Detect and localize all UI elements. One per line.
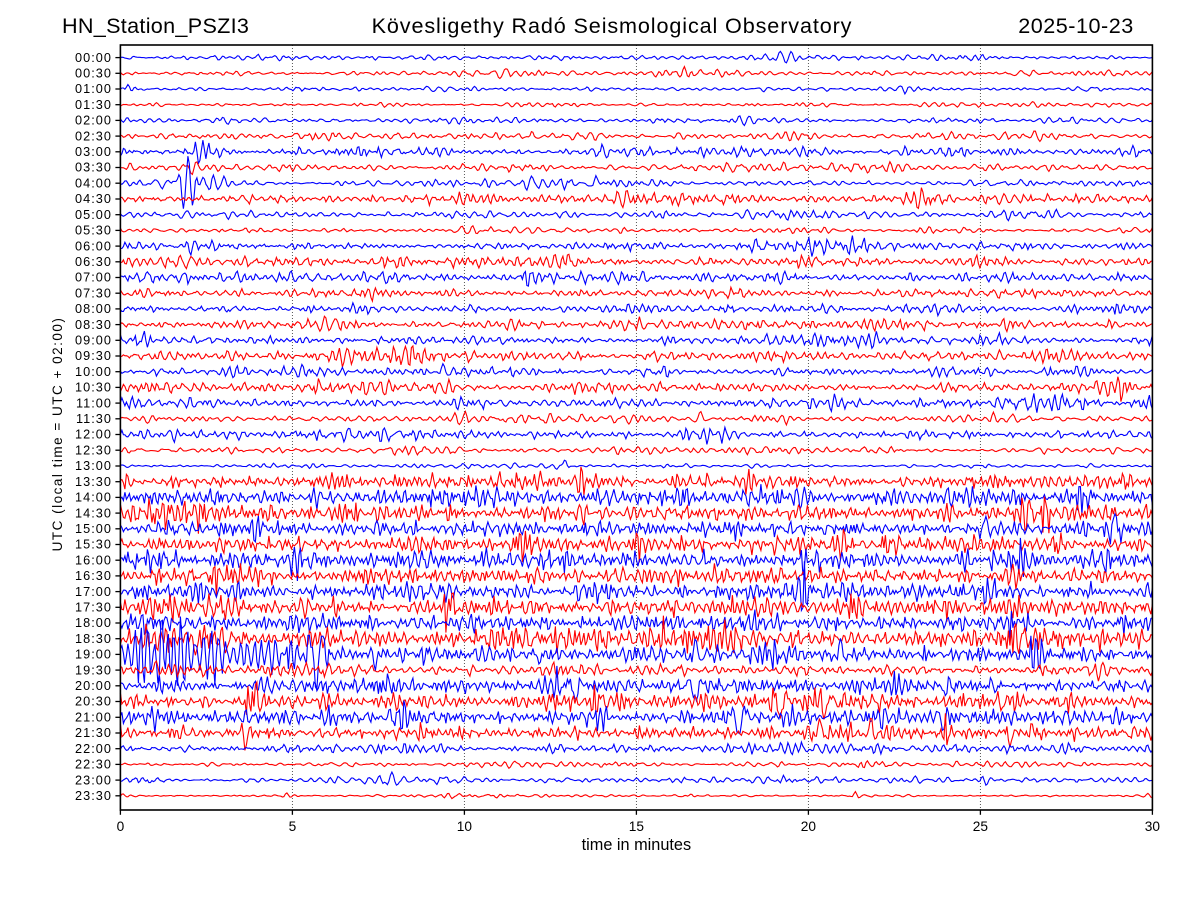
svg-text:UTC (local time = UTC + 02:00): UTC (local time = UTC + 02:00) <box>50 317 65 552</box>
svg-text:11:00: 11:00 <box>76 396 112 410</box>
svg-text:19:30: 19:30 <box>75 663 112 677</box>
svg-text:05:30: 05:30 <box>75 224 112 238</box>
svg-text:13:00: 13:00 <box>75 459 112 473</box>
svg-text:21:30: 21:30 <box>75 726 112 740</box>
svg-text:04:30: 04:30 <box>75 192 112 206</box>
svg-text:15:00: 15:00 <box>75 522 112 536</box>
svg-text:20:00: 20:00 <box>75 679 112 693</box>
svg-text:02:00: 02:00 <box>75 114 112 128</box>
svg-text:07:30: 07:30 <box>75 286 112 300</box>
svg-text:05:00: 05:00 <box>75 208 112 222</box>
svg-text:10:30: 10:30 <box>75 381 112 395</box>
svg-text:17:30: 17:30 <box>75 601 112 615</box>
svg-text:15: 15 <box>629 819 645 834</box>
svg-text:14:30: 14:30 <box>75 506 112 520</box>
svg-text:22:30: 22:30 <box>75 758 112 772</box>
svg-text:08:00: 08:00 <box>75 302 112 316</box>
svg-text:01:00: 01:00 <box>75 82 112 96</box>
svg-text:23:30: 23:30 <box>75 789 112 803</box>
svg-text:06:30: 06:30 <box>75 255 112 269</box>
svg-text:02:30: 02:30 <box>75 129 112 143</box>
svg-text:09:30: 09:30 <box>75 349 112 363</box>
svg-text:10:00: 10:00 <box>75 365 112 379</box>
svg-text:time in minutes: time in minutes <box>582 836 692 854</box>
svg-text:13:30: 13:30 <box>75 475 112 489</box>
svg-text:19:00: 19:00 <box>75 648 112 662</box>
svg-text:17:00: 17:00 <box>75 585 112 599</box>
svg-text:23:00: 23:00 <box>75 773 112 787</box>
svg-text:10: 10 <box>457 819 473 834</box>
svg-text:06:00: 06:00 <box>75 239 112 253</box>
svg-text:18:00: 18:00 <box>75 616 112 630</box>
svg-text:14:00: 14:00 <box>75 491 112 505</box>
svg-text:20: 20 <box>801 819 817 834</box>
svg-text:16:30: 16:30 <box>75 569 112 583</box>
svg-text:20:30: 20:30 <box>75 695 112 709</box>
svg-text:00:00: 00:00 <box>75 51 112 65</box>
svg-text:30: 30 <box>1145 819 1161 834</box>
svg-text:12:00: 12:00 <box>75 428 112 442</box>
svg-text:Kövesligethy Radó Seismologica: Kövesligethy Radó Seismological Observat… <box>372 13 853 38</box>
svg-text:HN_Station_PSZI3: HN_Station_PSZI3 <box>62 13 249 38</box>
svg-text:00:30: 00:30 <box>75 67 112 81</box>
svg-text:22:00: 22:00 <box>75 742 112 756</box>
svg-text:11:30: 11:30 <box>76 412 112 426</box>
svg-text:03:30: 03:30 <box>75 161 112 175</box>
svg-text:15:30: 15:30 <box>75 538 112 552</box>
svg-text:5: 5 <box>289 819 297 834</box>
svg-text:07:00: 07:00 <box>75 271 112 285</box>
svg-text:21:00: 21:00 <box>75 711 112 725</box>
svg-text:08:30: 08:30 <box>75 318 112 332</box>
svg-text:09:00: 09:00 <box>75 334 112 348</box>
svg-text:01:30: 01:30 <box>75 98 112 112</box>
svg-text:03:00: 03:00 <box>75 145 112 159</box>
svg-text:12:30: 12:30 <box>75 443 112 457</box>
svg-text:0: 0 <box>117 819 125 834</box>
svg-text:16:00: 16:00 <box>75 553 112 567</box>
svg-text:18:30: 18:30 <box>75 632 112 646</box>
svg-text:2025-10-23: 2025-10-23 <box>1018 13 1133 38</box>
svg-text:04:00: 04:00 <box>75 176 112 190</box>
svg-text:25: 25 <box>973 819 989 834</box>
